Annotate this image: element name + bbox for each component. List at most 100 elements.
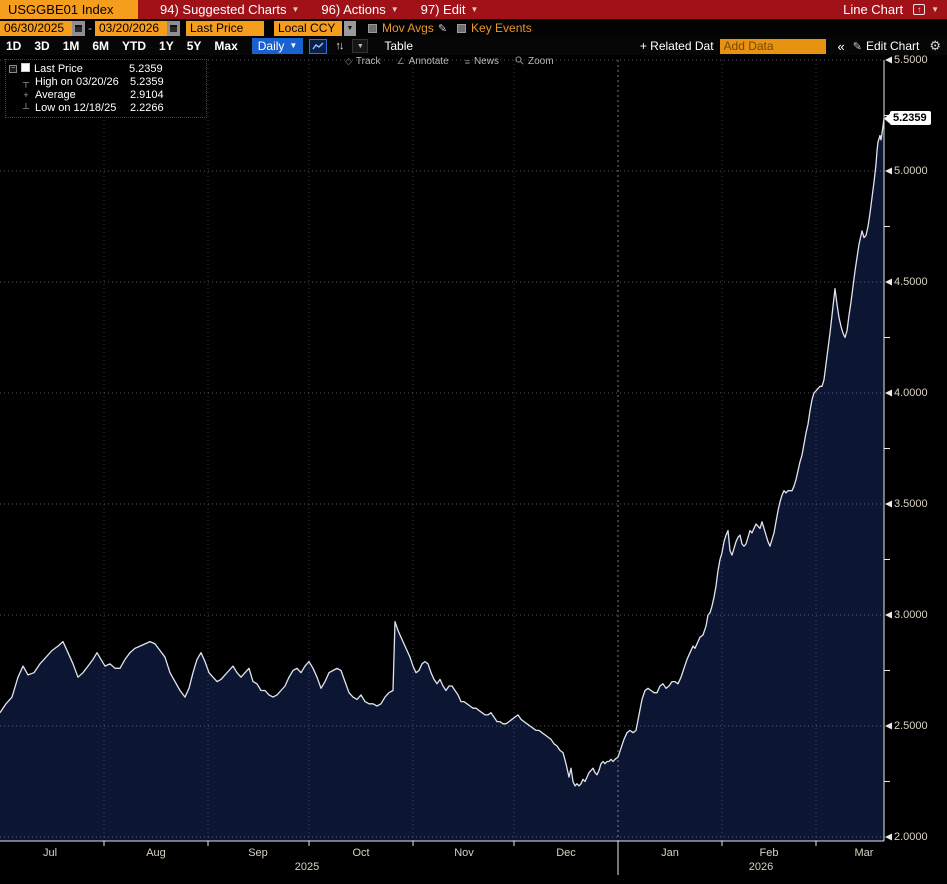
x-month-label: Oct [352,847,370,859]
range-ytd-button[interactable]: YTD [122,39,147,53]
menu-suggested-charts[interactable]: 94) Suggested Charts ▼ [160,2,299,17]
chevron-down-icon: ▼ [289,41,298,50]
calendar-icon[interactable] [167,20,180,36]
legend-row-average[interactable]: + Average 2.9104 [6,88,206,101]
chevron-down-icon: ▼ [390,5,399,14]
export-icon[interactable]: ↑ [913,4,926,15]
area-fill [0,118,884,842]
chevron-down-icon[interactable]: ▼ [931,5,939,14]
collapse-panel-button[interactable]: « [837,38,845,54]
legend-row-last-price[interactable]: − Last Price 5.2359 [6,62,206,75]
key-events-checkbox[interactable] [457,23,467,33]
x-month-label: Jul [42,847,58,859]
line-chart-icon[interactable] [309,38,328,54]
gear-icon[interactable]: ⚙ [929,38,941,53]
pencil-icon[interactable]: ✎ [437,22,448,35]
y-axis-label: 5.5000 [894,53,928,66]
menu-edit-label: 97) Edit [420,2,466,17]
menu-suggested-charts-label: 94) Suggested Charts [160,2,287,17]
y-tick-arrow-icon [885,56,892,64]
price-line [0,118,885,787]
date-to-field[interactable]: 03/20/2026 [95,20,167,36]
mov-avgs-checkbox[interactable] [368,23,377,33]
period-dropdown[interactable]: Daily ▼ [251,38,304,54]
calendar-icon[interactable] [72,20,85,36]
field-selector[interactable]: Last Price [186,20,264,36]
y-tick-arrow-icon [885,500,892,508]
legend-label: Low on 12/18/25 [35,101,117,114]
toolbar: 1D 3D 1M 6M YTD 1Y 5Y Max Daily ▼ ↑↓ ▼ T… [0,37,947,55]
legend-row-low[interactable]: ┴ Low on 12/18/25 2.2266 [6,101,206,114]
y-axis-label: 2.5000 [894,719,928,732]
legend-value: 5.2359 [129,62,163,75]
chevron-down-icon[interactable]: ▼ [352,39,369,53]
legend-label: Last Price [34,62,83,75]
edit-chart-button[interactable]: ✎ Edit Chart [853,39,920,53]
range-1y-button[interactable]: 1Y [159,39,174,53]
legend-value: 5.2359 [130,75,164,88]
average-marker-icon: + [23,89,29,100]
y-axis-label: 4.0000 [894,386,928,399]
crosshair-icon: ◇ [345,56,352,66]
menu-actions[interactable]: 96) Actions ▼ [321,2,398,17]
annotate-label: Annotate [408,56,449,67]
date-from-field[interactable]: 06/30/2025 [0,20,72,36]
y-tick-arrow-icon [885,611,892,619]
chevron-down-icon: ▼ [291,5,300,14]
news-button[interactable]: ≡ News [465,56,499,67]
range-5y-button[interactable]: 5Y [186,39,202,53]
range-6m-button[interactable]: 6M [92,39,110,53]
x-year-label: 2025 [294,861,320,873]
chart-region: − Last Price 5.2359 ┬ High on 03/20/26 5… [0,53,947,884]
range-3d-button[interactable]: 3D [34,39,50,53]
y-tick-arrow-icon [885,389,892,397]
low-marker-icon: ┴ [22,102,30,113]
period-label: Daily [257,39,285,53]
annotate-button[interactable]: ∠ Annotate [397,56,449,67]
date-range-separator: - [88,21,92,35]
sort-arrows-icon[interactable]: ↑↓ [335,40,344,52]
range-1m-button[interactable]: 1M [62,39,80,53]
controls-bar: 06/30/2025 - 03/20/2026 Last Price Local… [0,19,947,37]
x-month-label: Sep [248,847,268,859]
y-axis-label: 2.0000 [894,830,928,843]
related-data-button[interactable]: + Related Dat [639,39,714,53]
track-button[interactable]: ◇ Track [345,56,381,67]
tree-collapse-icon[interactable]: − [9,64,17,73]
x-month-label: Jan [661,847,679,859]
price-chart-canvas[interactable] [0,55,947,884]
security-ticker-field[interactable]: USGGBE01 Index [0,0,138,19]
currency-selector[interactable]: Local CCY [274,20,342,36]
y-axis-label: 4.5000 [894,275,928,288]
y-axis-label: 3.5000 [894,497,928,510]
y-tick-arrow-icon [885,833,892,841]
range-max-button[interactable]: Max [214,39,238,53]
series-swatch-icon [19,63,31,74]
menu-actions-label: 96) Actions [321,2,386,17]
menu-edit[interactable]: 97) Edit ▼ [421,2,479,17]
add-data-input[interactable] [719,38,826,54]
pencil-icon: ✎ [852,40,862,53]
zoom-button[interactable]: Zoom [515,56,554,67]
header-right: Line Chart ↑ ▼ [843,2,939,17]
y-axis-label: 3.0000 [894,608,928,621]
range-1d-button[interactable]: 1D [6,39,22,53]
zoom-label: Zoom [527,56,554,67]
badge-arrow-icon [884,112,891,125]
chart-tools-strip: ◇ Track ∠ Annotate ≡ News Zoom [345,56,554,67]
legend-value: 2.9104 [130,88,164,101]
high-marker-icon: ┬ [22,76,30,87]
x-month-label: Mar [854,847,874,859]
y-axis-label: 5.0000 [894,164,928,177]
magnifier-icon [515,56,524,67]
pencil-icon: ∠ [396,56,405,66]
news-label: News [473,56,499,67]
chevron-down-icon[interactable]: ▼ [344,20,356,36]
x-month-label: Nov [454,847,474,859]
y-tick-arrow-icon [885,278,892,286]
table-button[interactable]: Table [384,39,414,53]
x-month-label: Feb [759,847,779,859]
track-label: Track [355,56,381,67]
legend-row-high[interactable]: ┬ High on 03/20/26 5.2359 [6,75,206,88]
y-tick-arrow-icon [885,167,892,175]
